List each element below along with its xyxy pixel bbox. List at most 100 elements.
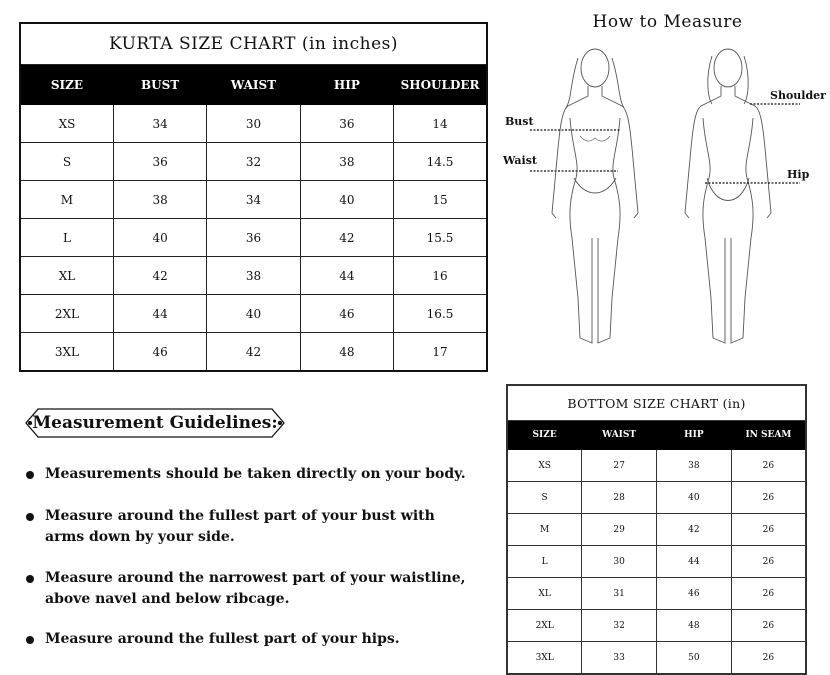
table-cell: 27 — [581, 449, 657, 482]
table-cell: 40 — [112, 218, 208, 257]
table-cell: 26 — [730, 609, 807, 642]
table-cell: 42 — [656, 513, 732, 546]
table-row: 3XL 46 42 48 17 — [19, 332, 488, 372]
table-cell: 42 — [112, 256, 208, 295]
table-cell: M — [506, 513, 583, 546]
table-cell: S — [19, 142, 114, 181]
column-header: BUST — [112, 64, 208, 105]
table-cell: 2XL — [506, 609, 583, 642]
kurta-size-chart: KURTA SIZE CHART (in inches) SIZE BUST WAI… — [19, 22, 488, 372]
table-cell: 42 — [299, 218, 395, 257]
table-cell: 36 — [206, 218, 301, 257]
how-to-measure-title: How to Measure — [592, 12, 743, 32]
table-cell: XS — [506, 449, 583, 482]
table-cell: 30 — [206, 104, 301, 143]
table-cell: 16 — [393, 256, 488, 295]
table-cell: L — [506, 545, 583, 578]
column-header: WAIST — [581, 420, 657, 450]
guidelines-heading: Measurement Guidelines: — [24, 406, 286, 440]
table-cell: 40 — [656, 481, 732, 514]
front-figure — [551, 48, 639, 344]
table-cell: 26 — [730, 449, 807, 482]
column-header: SHOULDER — [393, 64, 488, 105]
table-cell: 44 — [656, 545, 732, 578]
table-cell: 16.5 — [393, 294, 488, 333]
table-cell: 17 — [393, 332, 488, 372]
measurement-figures-illustration — [530, 48, 800, 344]
table-cell: XL — [19, 256, 114, 295]
bullet-icon — [26, 636, 34, 644]
table-row: M 38 34 40 15 — [19, 180, 488, 219]
bottom-chart-title: BOTTOM SIZE CHART (in) — [506, 384, 807, 421]
table-cell: XS — [19, 104, 114, 143]
hip-label: Hip — [787, 168, 810, 181]
table-cell: 42 — [206, 332, 301, 372]
measure-lines — [530, 103, 800, 184]
column-header: SIZE — [19, 64, 114, 105]
table-cell: 30 — [581, 545, 657, 578]
column-header: HIP — [656, 420, 732, 450]
back-figure — [684, 48, 772, 344]
table-cell: 48 — [656, 609, 732, 642]
table-row: XL 31 46 26 — [506, 577, 807, 610]
table-cell: 26 — [730, 545, 807, 578]
table-cell: 36 — [112, 142, 208, 181]
table-cell: 3XL — [19, 332, 114, 372]
table-cell: 26 — [730, 577, 807, 610]
bottom-size-chart: BOTTOM SIZE CHART (in) SIZE WAIST HIP IN SE… — [506, 384, 807, 675]
table-cell: 32 — [206, 142, 301, 181]
table-row: L 40 36 42 15.5 — [19, 218, 488, 257]
table-cell: 28 — [581, 481, 657, 514]
table-cell: L — [19, 218, 114, 257]
guidelines-title: Measurement Guidelines: — [32, 413, 278, 433]
table-cell: 40 — [206, 294, 301, 333]
table-cell: 15 — [393, 180, 488, 219]
table-cell: 40 — [299, 180, 395, 219]
column-header: IN SEAM — [730, 420, 807, 450]
shoulder-label: Shoulder — [770, 89, 826, 102]
table-row: S 36 32 38 14.5 — [19, 142, 488, 181]
table-cell: 48 — [299, 332, 395, 372]
table-cell: 31 — [581, 577, 657, 610]
column-header: SIZE — [506, 420, 583, 450]
table-cell: 14 — [393, 104, 488, 143]
bust-label: Bust — [505, 115, 534, 128]
table-cell: 38 — [299, 142, 395, 181]
kurta-chart-title: KURTA SIZE CHART (in inches) — [19, 22, 488, 65]
table-row: L 30 44 26 — [506, 545, 807, 578]
guideline-item: Measure around the fullest part of your … — [26, 629, 476, 650]
table-cell: 46 — [112, 332, 208, 372]
table-row: 2XL 44 40 46 16.5 — [19, 294, 488, 333]
table-cell: 44 — [112, 294, 208, 333]
table-cell: 46 — [656, 577, 732, 610]
table-cell: 34 — [112, 104, 208, 143]
bullet-icon — [26, 575, 34, 583]
table-row: XS 34 30 36 14 — [19, 104, 488, 143]
table-cell: 38 — [656, 449, 732, 482]
guideline-item: Measure around the fullest part of your … — [26, 506, 456, 548]
ornamental-frame-icon — [25, 408, 285, 438]
guideline-item: Measurements should be taken directly on… — [26, 464, 476, 485]
table-row: M 29 42 26 — [506, 513, 807, 546]
table-cell: 26 — [730, 481, 807, 514]
table-row: XS 27 38 26 — [506, 449, 807, 482]
guideline-item: Measure around the narrowest part of you… — [26, 568, 476, 610]
column-header: HIP — [299, 64, 395, 105]
table-cell: 3XL — [506, 641, 583, 675]
table-row: S 28 40 26 — [506, 481, 807, 514]
table-cell: 15.5 — [393, 218, 488, 257]
table-cell: 46 — [299, 294, 395, 333]
table-cell: 26 — [730, 513, 807, 546]
column-header: WAIST — [206, 64, 301, 105]
waist-label: Waist — [503, 154, 537, 167]
table-cell: 38 — [112, 180, 208, 219]
table-row: XL 42 38 44 16 — [19, 256, 488, 295]
table-cell: 2XL — [19, 294, 114, 333]
table-cell: 34 — [206, 180, 301, 219]
table-cell: 50 — [656, 641, 732, 675]
table-row: 2XL 32 48 26 — [506, 609, 807, 642]
table-cell: 38 — [206, 256, 301, 295]
table-cell: 33 — [581, 641, 657, 675]
table-row: 3XL 33 50 26 — [506, 641, 807, 675]
table-cell: 36 — [299, 104, 395, 143]
